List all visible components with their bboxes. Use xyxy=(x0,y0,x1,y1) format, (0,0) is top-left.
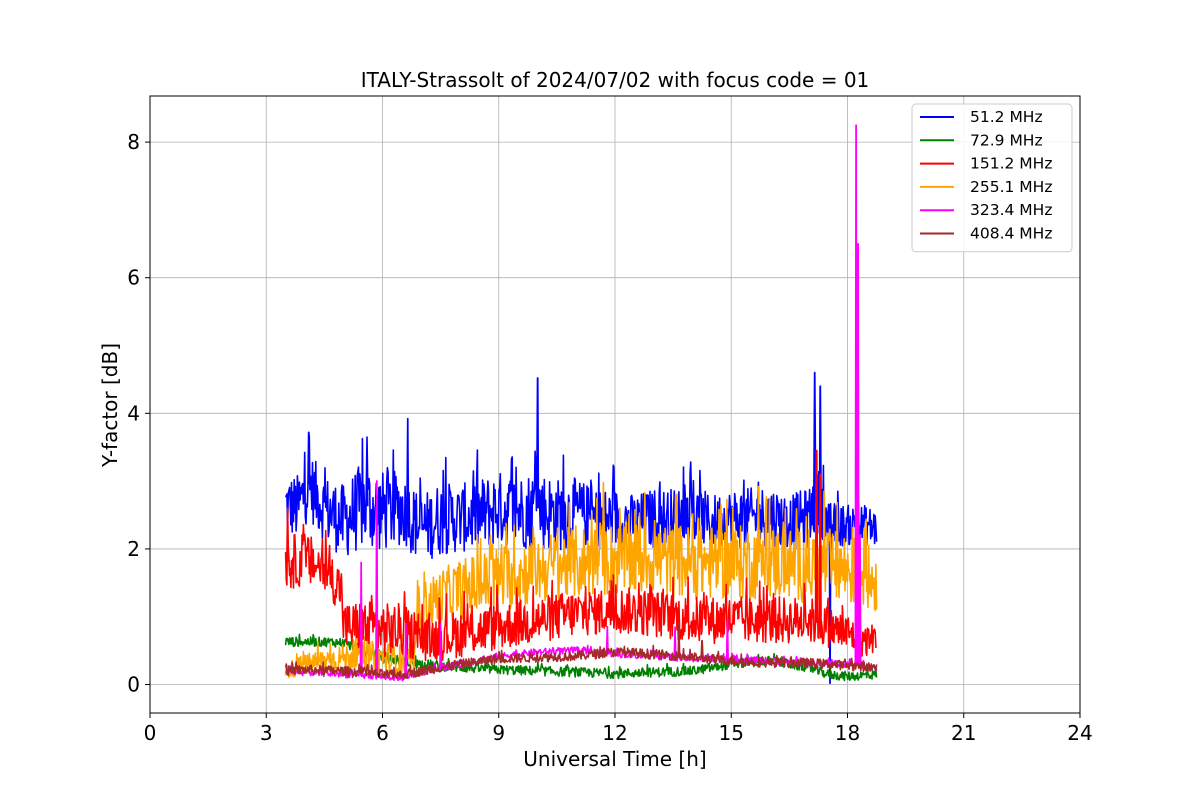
legend-label: 72.9 MHz xyxy=(970,131,1043,149)
series-line xyxy=(284,371,878,684)
legend-label: 323.4 MHz xyxy=(970,201,1052,219)
y-axis-label: Y-factor [dB] xyxy=(98,343,122,468)
y-tick-label: 8 xyxy=(127,130,140,154)
x-tick-label: 6 xyxy=(376,721,389,745)
y-tick-label: 0 xyxy=(127,673,140,697)
y-tick-label: 4 xyxy=(127,401,140,425)
y-tick-label: 2 xyxy=(127,537,140,561)
series-line xyxy=(284,481,878,679)
y-axis: 0 2 4 6 8 xyxy=(127,130,150,697)
legend-label: 255.1 MHz xyxy=(970,178,1052,196)
x-tick-label: 12 xyxy=(602,721,627,745)
legend-label: 151.2 MHz xyxy=(970,155,1052,173)
legend: 51.2 MHz 72.9 MHz 151.2 MHz 255.1 MHz 323.4… xyxy=(911,103,1073,253)
x-tick-label: 15 xyxy=(719,721,744,745)
series-line xyxy=(285,124,878,682)
x-tick-label: 18 xyxy=(835,721,860,745)
x-tick-label: 24 xyxy=(1067,721,1092,745)
x-tick-label: 9 xyxy=(492,721,505,745)
x-tick-label: 0 xyxy=(144,721,157,745)
y-tick-label: 6 xyxy=(127,266,140,290)
x-tick-label: 21 xyxy=(951,721,976,745)
x-axis: 0 3 6 9 12 15 18 21 24 xyxy=(144,713,1093,745)
legend-label: 408.4 MHz xyxy=(970,225,1052,243)
legend-label: 51.2 MHz xyxy=(970,108,1043,126)
x-tick-label: 3 xyxy=(260,721,273,745)
series-line xyxy=(284,622,878,680)
series-layer xyxy=(284,124,878,684)
chart-title: ITALY-Strassolt of 2024/07/02 with focus… xyxy=(361,68,870,92)
x-axis-label: Universal Time [h] xyxy=(523,747,706,771)
series-line xyxy=(284,449,878,662)
